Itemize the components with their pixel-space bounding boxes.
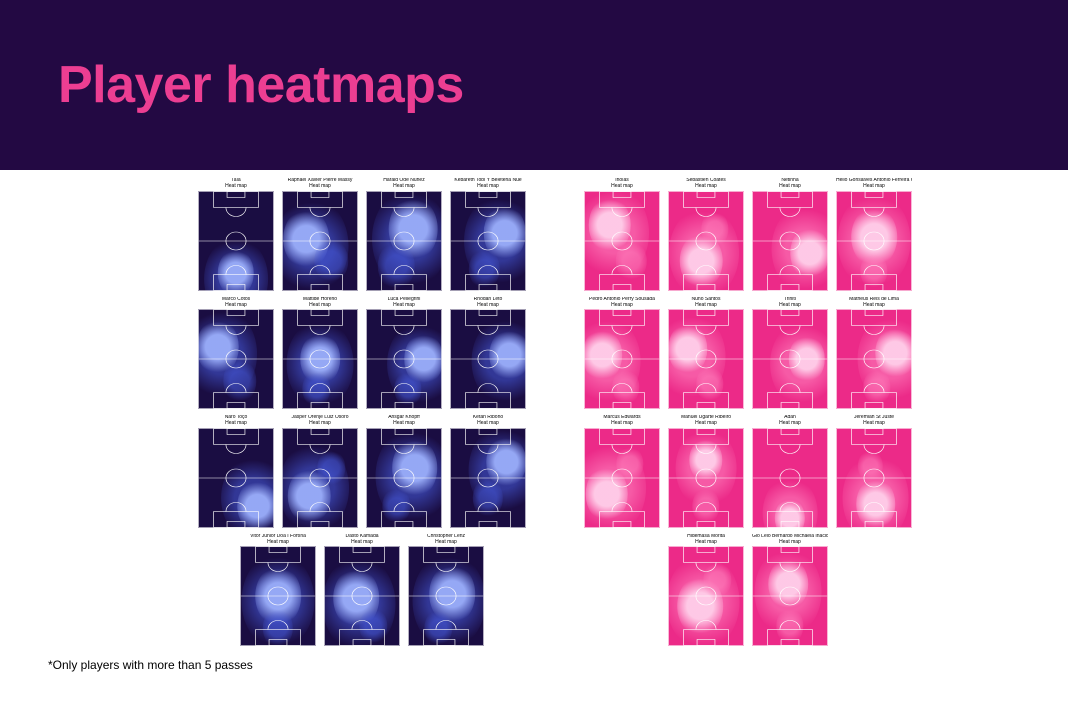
- pitch: [584, 191, 660, 291]
- pitch: [282, 309, 358, 409]
- pitch: [836, 191, 912, 291]
- heatmap-subtitle: Heat map: [198, 184, 274, 190]
- heatmap-subtitle: Heat map: [366, 303, 442, 309]
- heatmap-cell: Gio Lelo Bernardo Michaela InácioHeat ma…: [752, 534, 828, 647]
- heatmap-cell: Matheus Reis de LimaHeat map: [836, 297, 912, 410]
- heatmap-cell: Kebareth Tobí Y Beletena NueHeat map: [450, 178, 526, 291]
- heatmap-cell: Sébastien CoatesHeat map: [668, 178, 744, 291]
- pitch: [408, 546, 484, 646]
- heatmap-subtitle: Heat map: [668, 184, 744, 190]
- heatmap-subtitle: Heat map: [198, 421, 274, 427]
- page: Player heatmaps TaíaHeat map Raphaël Xav…: [0, 0, 1068, 712]
- heatmap-subtitle: Heat map: [836, 421, 912, 427]
- heatmap-subtitle: Heat map: [366, 421, 442, 427]
- heatmap-subtitle: Heat map: [836, 184, 912, 190]
- pitch: [366, 309, 442, 409]
- page-title: Player heatmaps: [58, 55, 464, 115]
- header: Player heatmaps: [0, 0, 1068, 170]
- heatmap-grid: TaíaHeat map Raphaël Xavier Pierre Massy…: [198, 178, 534, 534]
- heatmap-cell: Marco CotosHeat map: [198, 297, 274, 410]
- pitch: [282, 191, 358, 291]
- pitch: [584, 428, 660, 528]
- pitch: [324, 546, 400, 646]
- pitch: [198, 428, 274, 528]
- heatmap-cell: Mattide HoreñoHeat map: [282, 297, 358, 410]
- heatmap-cell: Ansgar KnopffHeat map: [366, 415, 442, 528]
- heatmap-grid: Hidemasa MoritaHeat map Gio Lelo Bernard…: [584, 534, 920, 653]
- heatmap-cell: Luca PellegriniHeat map: [366, 297, 442, 410]
- pitch: [366, 428, 442, 528]
- team-right: IñoíasHeat map Sébastien CoatesHeat map …: [584, 178, 920, 652]
- heatmap-subtitle: Heat map: [752, 421, 828, 427]
- heatmap-cell: Vitor Júnior Doa I FortínaHeat map: [240, 534, 316, 647]
- pitch: [752, 191, 828, 291]
- body: TaíaHeat map Raphaël Xavier Pierre Massy…: [0, 178, 1068, 712]
- heatmap-cell: Hidemasa MoritaHeat map: [668, 534, 744, 647]
- heatmap-grid: IñoíasHeat map Sébastien CoatesHeat map …: [584, 178, 920, 534]
- heatmap-subtitle: Heat map: [282, 184, 358, 190]
- pitch: [450, 309, 526, 409]
- pitch: [668, 546, 744, 646]
- heatmap-subtitle: Heat map: [450, 184, 526, 190]
- heatmap-subtitle: Heat map: [836, 303, 912, 309]
- heatmap-subtitle: Heat map: [752, 540, 828, 546]
- heatmap-subtitle: Heat map: [752, 303, 828, 309]
- pitch: [198, 309, 274, 409]
- heatmap-cell: Naro ToçoHeat map: [198, 415, 274, 528]
- heatmap-subtitle: Heat map: [450, 303, 526, 309]
- pitch: [752, 309, 828, 409]
- pitch: [450, 428, 526, 528]
- heatmap-subtitle: Heat map: [668, 421, 744, 427]
- heatmap-subtitle: Heat map: [450, 421, 526, 427]
- heatmap-cell: Ketan RiboñoHeat map: [450, 415, 526, 528]
- pitch: [240, 546, 316, 646]
- pitch: [836, 428, 912, 528]
- heatmap-cell: AdánHeat map: [752, 415, 828, 528]
- pitch: [282, 428, 358, 528]
- heatmap-subtitle: Heat map: [668, 303, 744, 309]
- pitch: [752, 546, 828, 646]
- pitch: [668, 309, 744, 409]
- pitch: [366, 191, 442, 291]
- heatmap-cell: Christopher LenzHeat map: [408, 534, 484, 647]
- pitch: [668, 428, 744, 528]
- heatmap-cell: Nuno SantosHeat map: [668, 297, 744, 410]
- heatmap-cell: Harald Ode NuñezHeat map: [366, 178, 442, 291]
- pitch: [836, 309, 912, 409]
- heatmap-subtitle: Heat map: [584, 421, 660, 427]
- heatmap-cell: NetinhaHeat map: [752, 178, 828, 291]
- heatmap-subtitle: Heat map: [584, 303, 660, 309]
- pitch: [752, 428, 828, 528]
- heatmap-subtitle: Heat map: [282, 303, 358, 309]
- heatmap-subtitle: Heat map: [240, 540, 316, 546]
- heatmap-cell: Jeremiah St JusteHeat map: [836, 415, 912, 528]
- heatmap-subtitle: Heat map: [324, 540, 400, 546]
- heatmap-cell: Manuel Ugarte RibeiroHeat map: [668, 415, 744, 528]
- pitch: [668, 191, 744, 291]
- heatmap-cell: Marcus EdwardsHeat map: [584, 415, 660, 528]
- heatmap-subtitle: Heat map: [408, 540, 484, 546]
- heatmap-cell: Rhodan LetoHeat map: [450, 297, 526, 410]
- heatmap-cell: Hélio Gonsalves António Ferreira Gonzane…: [836, 178, 912, 291]
- pitch: [450, 191, 526, 291]
- footnote: *Only players with more than 5 passes: [48, 658, 253, 672]
- heatmap-subtitle: Heat map: [584, 184, 660, 190]
- heatmap-cell: Dasto KamadaHeat map: [324, 534, 400, 647]
- heatmap-cell: TaíaHeat map: [198, 178, 274, 291]
- heatmap-cell: IñoíasHeat map: [584, 178, 660, 291]
- pitch: [198, 191, 274, 291]
- heatmap-cell: TrinitíHeat map: [752, 297, 828, 410]
- heatmap-subtitle: Heat map: [282, 421, 358, 427]
- heatmap-subtitle: Heat map: [668, 540, 744, 546]
- heatmap-grid: Vitor Júnior Doa I FortínaHeat map Dasto…: [198, 534, 534, 653]
- heatmap-cell: Raphaël Xavier Pierre MassyHeat map: [282, 178, 358, 291]
- pitch: [584, 309, 660, 409]
- heatmap-subtitle: Heat map: [366, 184, 442, 190]
- heatmap-cell: Jasper Orenje Luiz OsoroHeat map: [282, 415, 358, 528]
- heatmap-cell: Pedro António Perry SousadaHeat map: [584, 297, 660, 410]
- heatmap-subtitle: Heat map: [752, 184, 828, 190]
- team-left: TaíaHeat map Raphaël Xavier Pierre Massy…: [198, 178, 534, 652]
- heatmap-subtitle: Heat map: [198, 303, 274, 309]
